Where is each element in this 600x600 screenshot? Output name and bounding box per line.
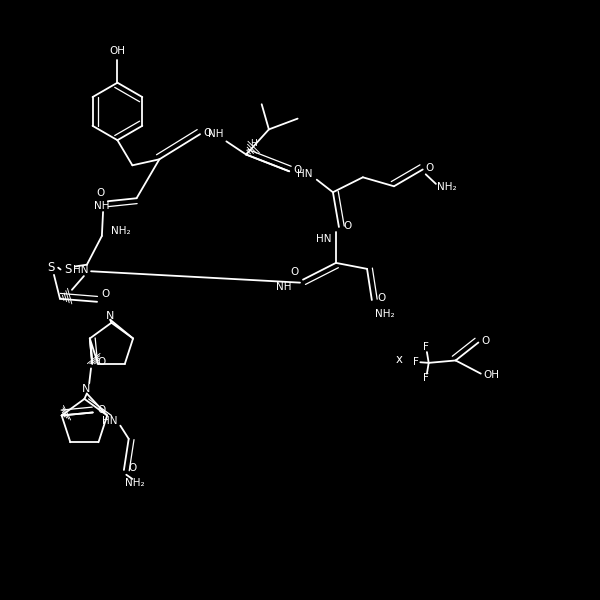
Text: O: O <box>343 221 352 231</box>
Text: H: H <box>250 139 257 148</box>
Text: S: S <box>47 261 55 274</box>
Text: O: O <box>129 463 137 473</box>
Text: N: N <box>82 385 91 394</box>
Text: O: O <box>426 163 434 173</box>
Text: NH₂: NH₂ <box>111 226 131 236</box>
Text: O: O <box>481 336 490 346</box>
Text: O: O <box>98 357 106 367</box>
Text: HN: HN <box>297 169 313 179</box>
Text: O: O <box>97 405 105 415</box>
Text: NH₂: NH₂ <box>125 478 145 488</box>
Text: OH: OH <box>109 46 125 56</box>
Text: O: O <box>377 293 386 303</box>
Text: O: O <box>293 165 302 175</box>
Text: x: x <box>395 353 402 367</box>
Text: NH: NH <box>276 283 292 292</box>
Text: S: S <box>64 263 71 276</box>
Text: N: N <box>106 311 115 320</box>
Text: NH: NH <box>94 201 110 211</box>
Text: F: F <box>413 357 418 367</box>
Text: F: F <box>423 373 428 383</box>
Text: O: O <box>101 289 110 299</box>
Text: F: F <box>423 342 428 352</box>
Text: O: O <box>290 268 299 277</box>
Text: O: O <box>97 188 105 199</box>
Text: O: O <box>203 128 211 138</box>
Text: NH: NH <box>208 129 224 139</box>
Text: HN: HN <box>316 234 332 244</box>
Text: NH₂: NH₂ <box>375 310 395 319</box>
Text: HN: HN <box>73 265 89 275</box>
Text: HN: HN <box>102 416 117 426</box>
Text: OH: OH <box>484 370 500 380</box>
Text: NH₂: NH₂ <box>437 182 457 192</box>
